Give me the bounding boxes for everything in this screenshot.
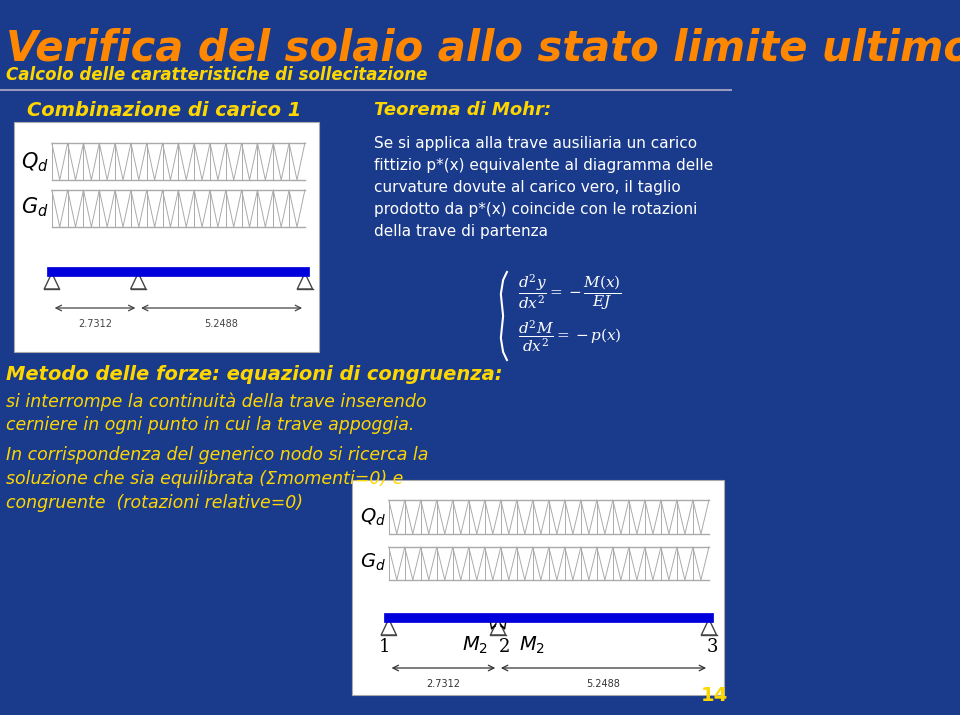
Text: Verifica del solaio allo stato limite ultimo: Verifica del solaio allo stato limite ul… — [6, 27, 960, 69]
Text: Combinazione di carico 1: Combinazione di carico 1 — [27, 101, 301, 119]
Text: $\dfrac{d^2y}{dx^2} = -\dfrac{M(x)}{EJ}$: $\dfrac{d^2y}{dx^2} = -\dfrac{M(x)}{EJ}$ — [518, 272, 622, 312]
Text: 14: 14 — [701, 686, 728, 705]
Text: $G_d$: $G_d$ — [21, 195, 49, 219]
Text: 2: 2 — [498, 638, 510, 656]
Text: fittizio p*(x) equivalente al diagramma delle: fittizio p*(x) equivalente al diagramma … — [373, 158, 712, 173]
Text: 2.7312: 2.7312 — [426, 679, 461, 689]
Text: $M_2$: $M_2$ — [519, 635, 545, 656]
Text: In corrispondenza del generico nodo si ricerca la: In corrispondenza del generico nodo si r… — [6, 446, 428, 464]
Text: si interrompe la continuità della trave inserendo: si interrompe la continuità della trave … — [6, 392, 426, 410]
Text: curvature dovute al carico vero, il taglio: curvature dovute al carico vero, il tagl… — [373, 180, 681, 195]
Text: 1: 1 — [379, 638, 391, 656]
Text: cerniere in ogni punto in cui la trave appoggia.: cerniere in ogni punto in cui la trave a… — [6, 416, 415, 434]
Text: $Q_d$: $Q_d$ — [21, 150, 49, 174]
Text: Se si applica alla trave ausiliaria un carico: Se si applica alla trave ausiliaria un c… — [373, 136, 697, 151]
Text: Metodo delle forze: equazioni di congruenza:: Metodo delle forze: equazioni di congrue… — [6, 365, 503, 384]
Text: soluzione che sia equilibrata (Σmomenti=0) e: soluzione che sia equilibrata (Σmomenti=… — [6, 470, 403, 488]
Text: della trave di partenza: della trave di partenza — [373, 224, 547, 239]
Text: prodotto da p*(x) coincide con le rotazioni: prodotto da p*(x) coincide con le rotazi… — [373, 202, 697, 217]
Text: $M_2$: $M_2$ — [462, 635, 489, 656]
Text: Calcolo delle caratteristiche di sollecitazione: Calcolo delle caratteristiche di solleci… — [6, 66, 427, 84]
Text: $\dfrac{d^2M}{dx^2} = -p(x)$: $\dfrac{d^2M}{dx^2} = -p(x)$ — [518, 318, 622, 354]
FancyBboxPatch shape — [352, 480, 724, 695]
Text: $G_d$: $G_d$ — [360, 551, 386, 573]
Text: 5.2488: 5.2488 — [204, 319, 238, 329]
Text: 5.2488: 5.2488 — [587, 679, 620, 689]
FancyBboxPatch shape — [13, 122, 319, 352]
Text: $Q_d$: $Q_d$ — [360, 506, 386, 528]
Text: 3: 3 — [707, 638, 718, 656]
Text: congruente  (rotazioni relative=0): congruente (rotazioni relative=0) — [6, 494, 303, 512]
Text: Teorema di Mohr:: Teorema di Mohr: — [373, 101, 551, 119]
Text: 2.7312: 2.7312 — [78, 319, 112, 329]
